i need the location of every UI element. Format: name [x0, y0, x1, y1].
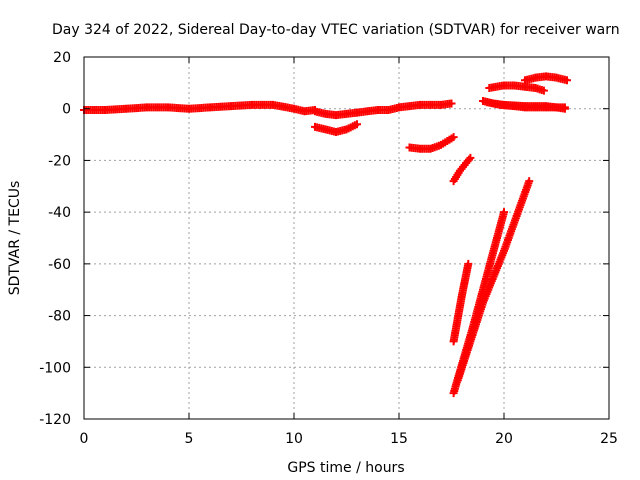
x-tick-label: 10	[285, 431, 303, 447]
plot-frame	[83, 56, 610, 420]
series-10	[479, 96, 569, 112]
data-point	[466, 153, 475, 162]
series-0	[80, 100, 319, 116]
x-tick-label: 25	[600, 431, 618, 447]
y-tick-label: 20	[53, 50, 71, 66]
y-tick-label: -60	[48, 257, 71, 273]
data-point	[464, 259, 473, 268]
x-tick-label: 20	[495, 431, 513, 447]
series-11	[485, 81, 548, 95]
series-1	[311, 107, 361, 120]
data-point	[449, 133, 458, 142]
ticks: 0 5 10 15 20 25 -120 -100 -80 -60 -40 -20 0 20	[39, 50, 618, 447]
x-tick-label: 5	[185, 431, 194, 447]
y-tick-label: -100	[39, 360, 71, 376]
y-axis-label: SDTVAR / TECUs	[7, 181, 23, 296]
data-point	[560, 103, 569, 112]
series-2	[353, 99, 456, 117]
chart-title: Day 324 of 2022, Sidereal Day-to-day VTE…	[52, 22, 620, 38]
y-tick-label: -40	[48, 205, 71, 221]
x-axis-label: GPS time / hours	[287, 460, 404, 476]
data-point	[539, 86, 548, 95]
series-5	[449, 153, 475, 186]
data-point	[525, 177, 534, 186]
x-tick-label: 0	[80, 431, 89, 447]
x-tick-label: 15	[390, 431, 408, 447]
y-tick-label: -120	[39, 412, 71, 428]
data-point	[353, 120, 361, 129]
grid	[84, 57, 609, 419]
series-12	[521, 72, 571, 85]
data-marks	[80, 72, 571, 398]
y-tick-label: 0	[62, 102, 71, 118]
series-3	[311, 120, 361, 136]
data-point	[563, 76, 571, 85]
data-point	[447, 99, 456, 108]
series-4	[405, 133, 458, 153]
series-8	[453, 177, 534, 385]
y-tick-label: -80	[48, 309, 71, 325]
data-point	[500, 208, 508, 217]
series-6	[449, 259, 473, 346]
y-tick-label: -20	[48, 153, 71, 169]
